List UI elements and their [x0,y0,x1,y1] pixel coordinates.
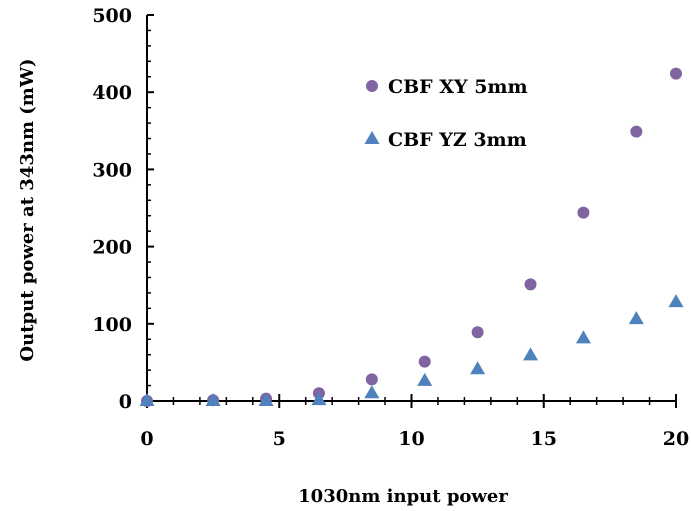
x-axis-tick-labels: 0 5 10 15 20 [140,428,689,450]
data-point-circle [418,355,431,368]
data-point-triangle [205,392,221,406]
legend: CBF XY 5mm CBF YZ 3mm [364,76,528,151]
data-point-circle [524,278,537,291]
x-tick-label: 15 [531,428,557,450]
y-tick-label: 200 [92,237,132,259]
data-point-triangle [628,311,644,325]
data-point-circle [630,125,643,138]
data-point-triangle [364,385,380,399]
series-2 [139,294,684,406]
legend-label: CBF YZ 3mm [388,129,527,151]
y-tick-label: 500 [92,5,132,27]
x-tick-label: 0 [140,428,153,450]
legend-marker-triangle [364,130,380,144]
y-axis-title: Output power at 343nm (mW) [17,58,38,361]
series-layer [139,67,684,407]
x-tick-label: 10 [398,428,424,450]
data-point-circle [577,206,590,219]
data-point-circle [365,373,378,386]
x-axis-title: 1030nm input power [298,486,508,507]
data-point-triangle [523,347,539,361]
legend-label: CBF XY 5mm [388,76,528,98]
data-point-circle [670,67,682,80]
data-point-triangle [575,330,591,344]
y-tick-label: 400 [92,82,132,104]
data-point-triangle [139,392,155,406]
data-point-triangle [470,361,486,375]
y-tick-label: 0 [119,391,132,413]
legend-marker-circle [366,80,378,92]
y-axis-ticks [147,14,154,402]
data-point-triangle [668,294,684,308]
data-point-triangle [417,372,433,386]
data-point-triangle [258,392,274,406]
y-tick-label: 300 [92,159,132,181]
x-tick-label: 20 [663,428,689,450]
data-point-circle [471,326,484,339]
data-point-triangle [311,392,327,406]
series-1 [141,67,682,407]
y-tick-label: 100 [92,314,132,336]
x-tick-label: 5 [273,428,286,450]
y-axis-tick-labels: 0 100 200 300 400 500 [92,5,132,413]
